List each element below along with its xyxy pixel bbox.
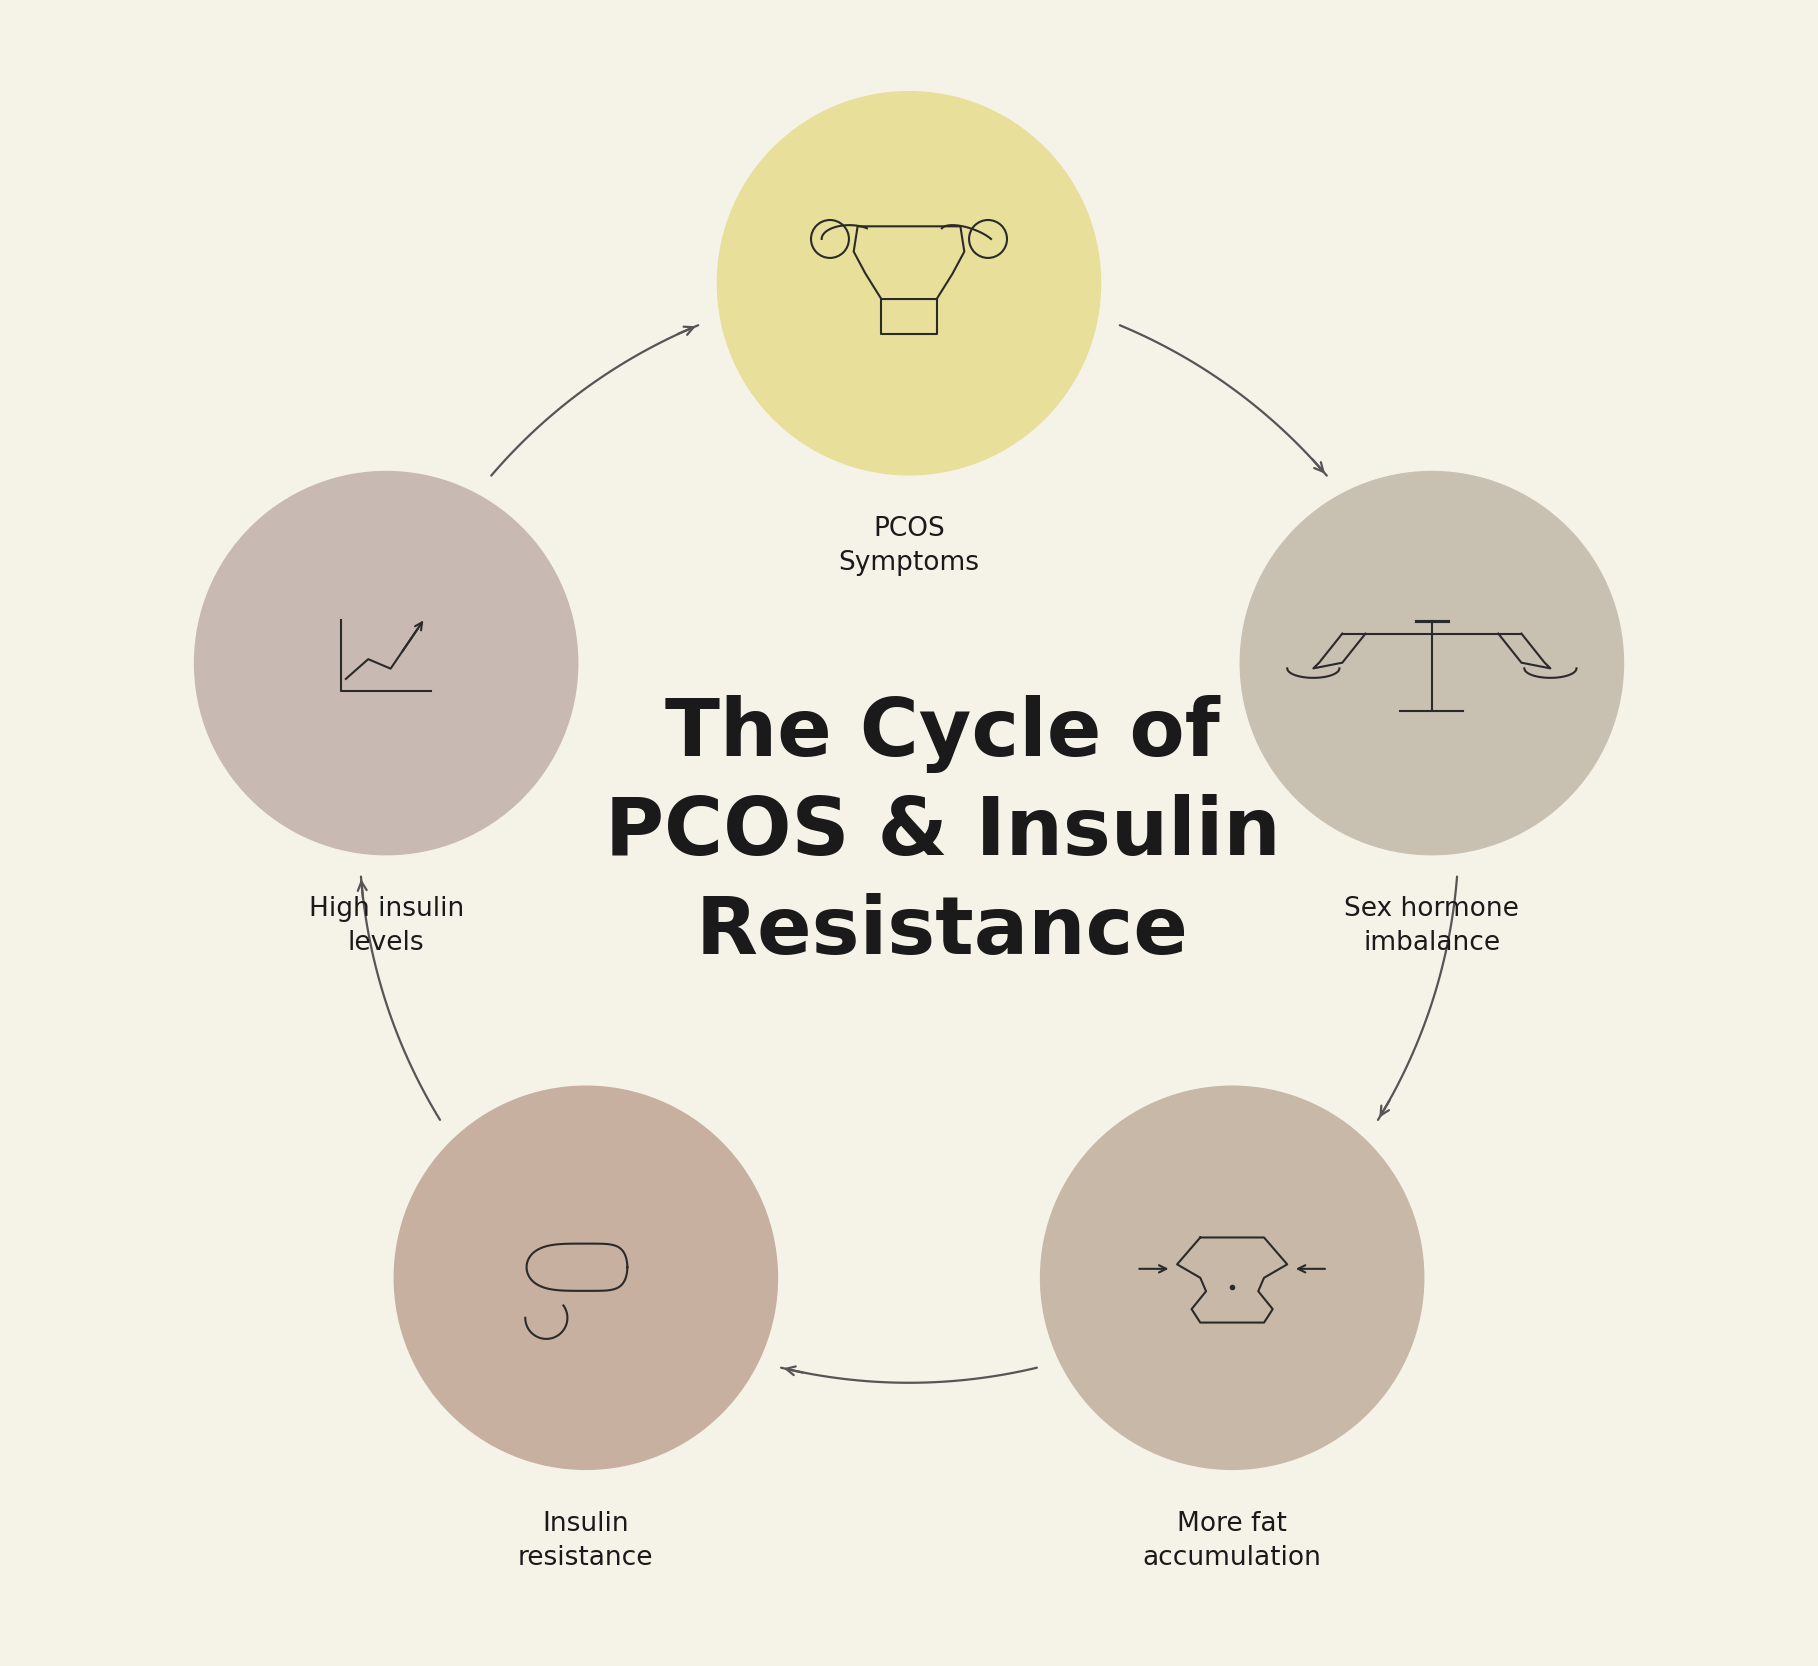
- Text: More fat
accumulation: More fat accumulation: [1144, 1511, 1322, 1571]
- Text: The Cycle of
PCOS & Insulin
Resistance: The Cycle of PCOS & Insulin Resistance: [605, 695, 1280, 971]
- Circle shape: [1240, 471, 1623, 855]
- Circle shape: [195, 471, 578, 855]
- Text: Sex hormone
imbalance: Sex hormone imbalance: [1345, 896, 1520, 956]
- Text: High insulin
levels: High insulin levels: [309, 896, 464, 956]
- Text: Insulin
resistance: Insulin resistance: [518, 1511, 654, 1571]
- Text: PCOS
Symptoms: PCOS Symptoms: [838, 516, 980, 576]
- Circle shape: [718, 92, 1100, 475]
- Circle shape: [395, 1086, 778, 1469]
- Circle shape: [1040, 1086, 1423, 1469]
